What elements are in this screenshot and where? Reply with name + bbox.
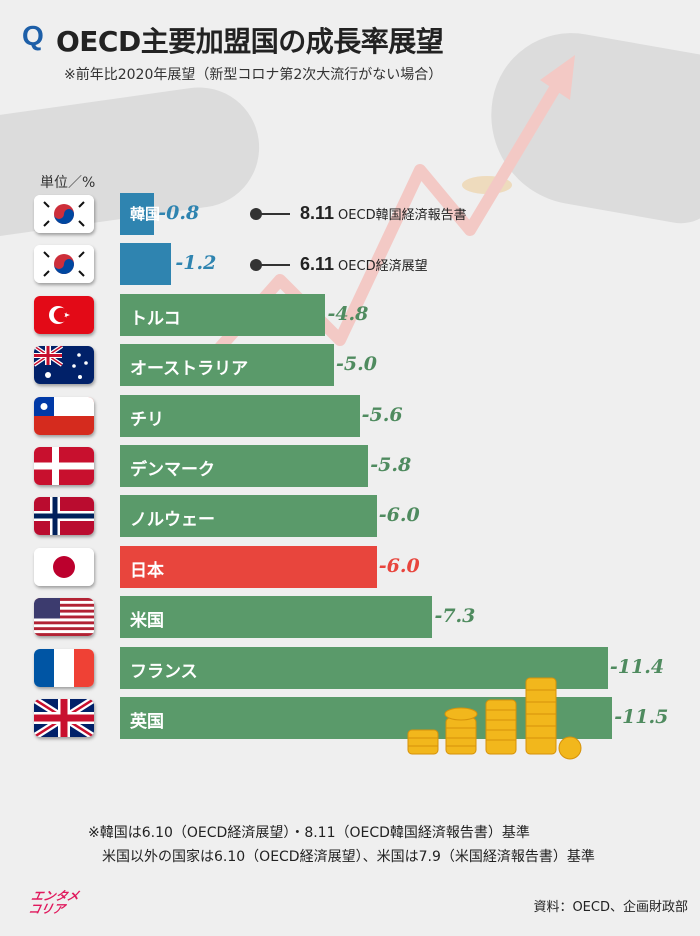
value-label: -1.2 bbox=[175, 252, 217, 275]
bar-label: 韓国 bbox=[130, 205, 161, 223]
source-credit: 資料：OECD、企画財政部 bbox=[533, 900, 688, 915]
bar-label: デンマーク bbox=[130, 460, 215, 480]
bar-label: ノルウェー bbox=[130, 510, 215, 531]
value-label: -6.0 bbox=[378, 554, 420, 577]
bar-label: 米国 bbox=[130, 611, 164, 632]
bar bbox=[120, 293, 326, 336]
flag-korea-icon bbox=[34, 245, 94, 284]
note-connector-1 bbox=[256, 213, 290, 215]
bar bbox=[120, 193, 155, 235]
note-1: 8.11 OECD韓国経済報告書 bbox=[300, 203, 467, 224]
bar-label: 英国 bbox=[130, 712, 164, 732]
page-title: OECD主要加盟国の成長率展望 bbox=[56, 25, 444, 58]
value-label: -5.6 bbox=[361, 403, 403, 426]
bar bbox=[120, 596, 433, 639]
bar bbox=[120, 394, 360, 437]
bar-label: 日本 bbox=[130, 560, 164, 581]
flag-denmark-icon bbox=[34, 447, 94, 485]
flag-australia-icon bbox=[34, 346, 94, 385]
footnote-1: ※韓国は6.10（OECD経済展望）・8.11（OECD韓国経済報告書）基準 bbox=[88, 825, 530, 841]
value-label: -5.0 bbox=[336, 353, 377, 376]
bar bbox=[120, 243, 172, 286]
bar-label: チリ bbox=[130, 409, 164, 430]
bar bbox=[120, 445, 369, 487]
value-label: -5.8 bbox=[370, 454, 412, 476]
note-dot-2 bbox=[250, 259, 262, 271]
value-label: -0.8 bbox=[158, 202, 200, 224]
value-label: -11.5 bbox=[614, 706, 669, 728]
flag-uk-icon bbox=[34, 699, 94, 737]
subtitle: ※前年比2020年展望（新型コロナ第2次大流行がない場合） bbox=[64, 67, 443, 83]
note-2: 6.11 OECD経済展望 bbox=[300, 254, 428, 275]
flag-usa-icon bbox=[34, 598, 94, 637]
bar bbox=[120, 545, 377, 588]
bar bbox=[120, 495, 377, 538]
note-1-source: OECD韓国経済報告書 bbox=[338, 208, 467, 223]
question-mark: Q bbox=[22, 20, 44, 51]
flag-korea-icon bbox=[34, 195, 94, 233]
value-label: -7.3 bbox=[434, 605, 476, 628]
flag-turkey-icon bbox=[34, 295, 94, 334]
value-label: -4.8 bbox=[327, 302, 369, 325]
note-2-date: 6.11 bbox=[300, 254, 335, 274]
bar-label: フランス bbox=[130, 661, 198, 682]
flag-france-icon bbox=[34, 648, 94, 687]
value-label: -6.0 bbox=[378, 504, 420, 527]
footnote-2: 米国以外の国家は6.10（OECD経済展望）、米国は7.9（米国経済報告書）基準 bbox=[102, 849, 595, 865]
flag-norway-icon bbox=[34, 497, 94, 536]
bar-label: トルコ bbox=[130, 308, 181, 329]
value-label: -11.4 bbox=[609, 655, 665, 678]
flag-chile-icon bbox=[34, 396, 94, 435]
note-dot-1 bbox=[250, 208, 262, 220]
bar bbox=[120, 344, 334, 387]
brand-logo-line-2: コリア bbox=[27, 902, 67, 916]
brand-logo: エンタメ コリア bbox=[27, 889, 80, 916]
note-1-date: 8.11 bbox=[300, 203, 335, 223]
note-2-source: OECD経済展望 bbox=[338, 259, 428, 274]
bar-label: オーストラリア bbox=[130, 359, 249, 380]
note-connector-2 bbox=[256, 264, 290, 266]
coin-stacks-illustration bbox=[407, 677, 582, 760]
unit-label: 単位／% bbox=[40, 175, 96, 191]
flag-japan-icon bbox=[34, 547, 94, 586]
